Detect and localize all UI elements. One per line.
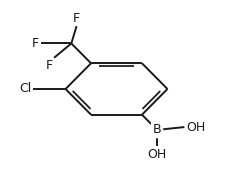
Text: Cl: Cl	[19, 82, 31, 96]
Text: F: F	[73, 12, 80, 25]
Text: F: F	[46, 59, 53, 72]
Text: OH: OH	[186, 121, 206, 134]
Text: B: B	[153, 123, 161, 136]
Text: F: F	[32, 37, 39, 50]
Text: OH: OH	[147, 148, 167, 161]
